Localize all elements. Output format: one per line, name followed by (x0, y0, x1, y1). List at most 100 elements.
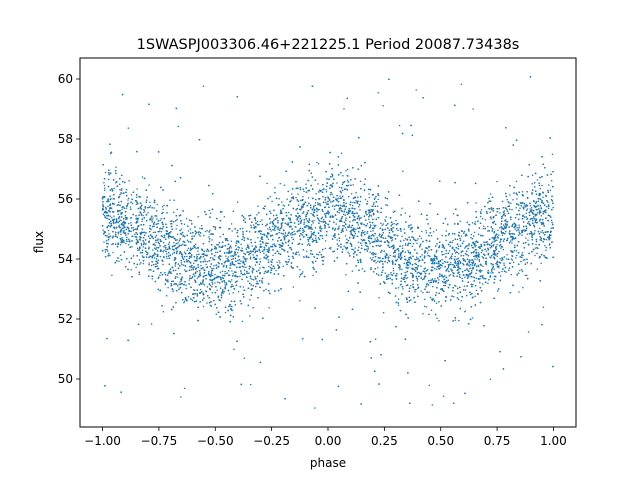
data-point (107, 243, 109, 245)
data-point (140, 212, 142, 215)
data-point (111, 274, 113, 277)
data-point (176, 224, 178, 227)
data-point (496, 180, 498, 183)
data-point (462, 262, 464, 265)
data-point (498, 267, 500, 269)
data-point (421, 278, 424, 281)
data-point (477, 246, 480, 248)
data-point (531, 208, 533, 211)
data-point (336, 239, 338, 241)
data-point (257, 205, 259, 208)
data-point (162, 241, 165, 244)
data-point (107, 198, 109, 200)
data-point (476, 258, 478, 260)
data-point (451, 241, 453, 244)
data-point (406, 276, 409, 279)
data-point (177, 242, 179, 244)
data-point (350, 193, 353, 195)
data-point (195, 281, 197, 283)
data-point (547, 219, 549, 222)
data-point (237, 249, 240, 251)
data-point (385, 274, 388, 277)
data-point (510, 202, 512, 204)
data-point (215, 266, 218, 269)
data-point (477, 265, 480, 268)
data-point (377, 244, 379, 247)
data-point (337, 233, 340, 235)
data-point (150, 264, 153, 267)
data-point (382, 269, 384, 271)
data-point (152, 217, 154, 219)
data-point (351, 204, 354, 207)
data-point (119, 243, 122, 246)
data-point (209, 233, 212, 235)
data-point (357, 241, 360, 244)
data-point (138, 249, 141, 251)
data-point (103, 181, 105, 184)
data-point (349, 220, 351, 223)
data-point (493, 268, 495, 271)
data-point (491, 241, 494, 243)
data-point (107, 229, 110, 232)
data-point (480, 275, 483, 277)
data-point (411, 273, 414, 275)
data-point (118, 260, 120, 262)
data-point (474, 223, 477, 226)
data-point (290, 232, 292, 235)
data-point (476, 256, 478, 258)
data-point (189, 228, 192, 230)
data-point (361, 268, 364, 270)
data-point (347, 251, 349, 253)
data-point (401, 247, 404, 249)
data-point (164, 274, 167, 276)
data-point (521, 190, 524, 193)
data-point (310, 227, 312, 230)
data-point (508, 202, 510, 204)
data-point (470, 233, 473, 236)
data-point (366, 200, 369, 203)
data-point (235, 274, 237, 276)
data-point (425, 306, 428, 308)
data-point (214, 273, 216, 276)
data-point (525, 209, 528, 212)
data-point (524, 230, 526, 233)
data-point (525, 237, 527, 239)
data-point (531, 183, 533, 185)
data-point (259, 220, 262, 223)
data-point (529, 208, 531, 210)
data-point (472, 108, 474, 110)
data-point (136, 188, 138, 190)
data-point (134, 233, 136, 235)
data-point (360, 233, 363, 235)
data-point (302, 271, 304, 273)
data-point (368, 193, 370, 195)
data-point (280, 227, 283, 229)
data-point (118, 217, 120, 220)
data-point (454, 252, 457, 254)
data-point (370, 230, 372, 232)
data-point (328, 211, 330, 214)
data-point (423, 276, 426, 279)
data-point (155, 234, 158, 237)
data-point (142, 214, 144, 217)
data-point (167, 236, 170, 239)
data-point (412, 236, 415, 239)
data-point (187, 230, 190, 232)
data-point (143, 211, 145, 214)
data-point (346, 238, 348, 240)
data-point (527, 239, 529, 241)
data-point (217, 244, 220, 246)
data-point (117, 221, 119, 224)
data-point (378, 297, 380, 299)
data-point (306, 211, 309, 214)
data-point (152, 231, 155, 234)
data-point (259, 251, 262, 254)
data-point (173, 283, 175, 286)
data-point (489, 211, 491, 214)
data-point (256, 275, 259, 278)
data-point (130, 227, 133, 229)
data-point (151, 221, 153, 223)
data-point (394, 256, 396, 258)
data-point (287, 222, 289, 224)
data-point (206, 260, 209, 263)
